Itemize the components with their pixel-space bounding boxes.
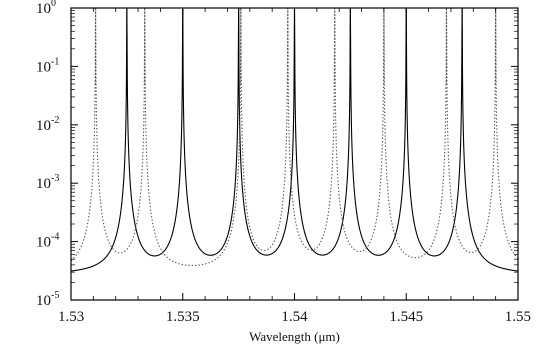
y-tick-label: 10-1 <box>36 56 59 75</box>
y-tick-label: 10-2 <box>36 115 59 134</box>
x-axis-title: Wavelength (μm) <box>249 329 340 344</box>
y-tick-label: 10-4 <box>36 232 59 251</box>
series-layer <box>70 7 519 272</box>
x-tick-label: 1.53 <box>58 309 84 325</box>
x-tick-label: 1.545 <box>389 309 423 325</box>
x-tick-label: 1.535 <box>166 309 200 325</box>
tick-layer <box>70 7 519 301</box>
y-tick-label: 100 <box>36 0 56 17</box>
dotted-series-line <box>70 7 519 267</box>
y-tick-label: 10-3 <box>36 173 59 192</box>
x-tick-label: 1.55 <box>505 309 531 325</box>
x-tick-label: 1.54 <box>281 309 308 325</box>
label-layer: 1.53 1.535 1.54 1.545 1.55 10-5 10-4 10-3 10-2 10… <box>36 0 531 325</box>
y-tick-label: 10-5 <box>36 290 59 309</box>
